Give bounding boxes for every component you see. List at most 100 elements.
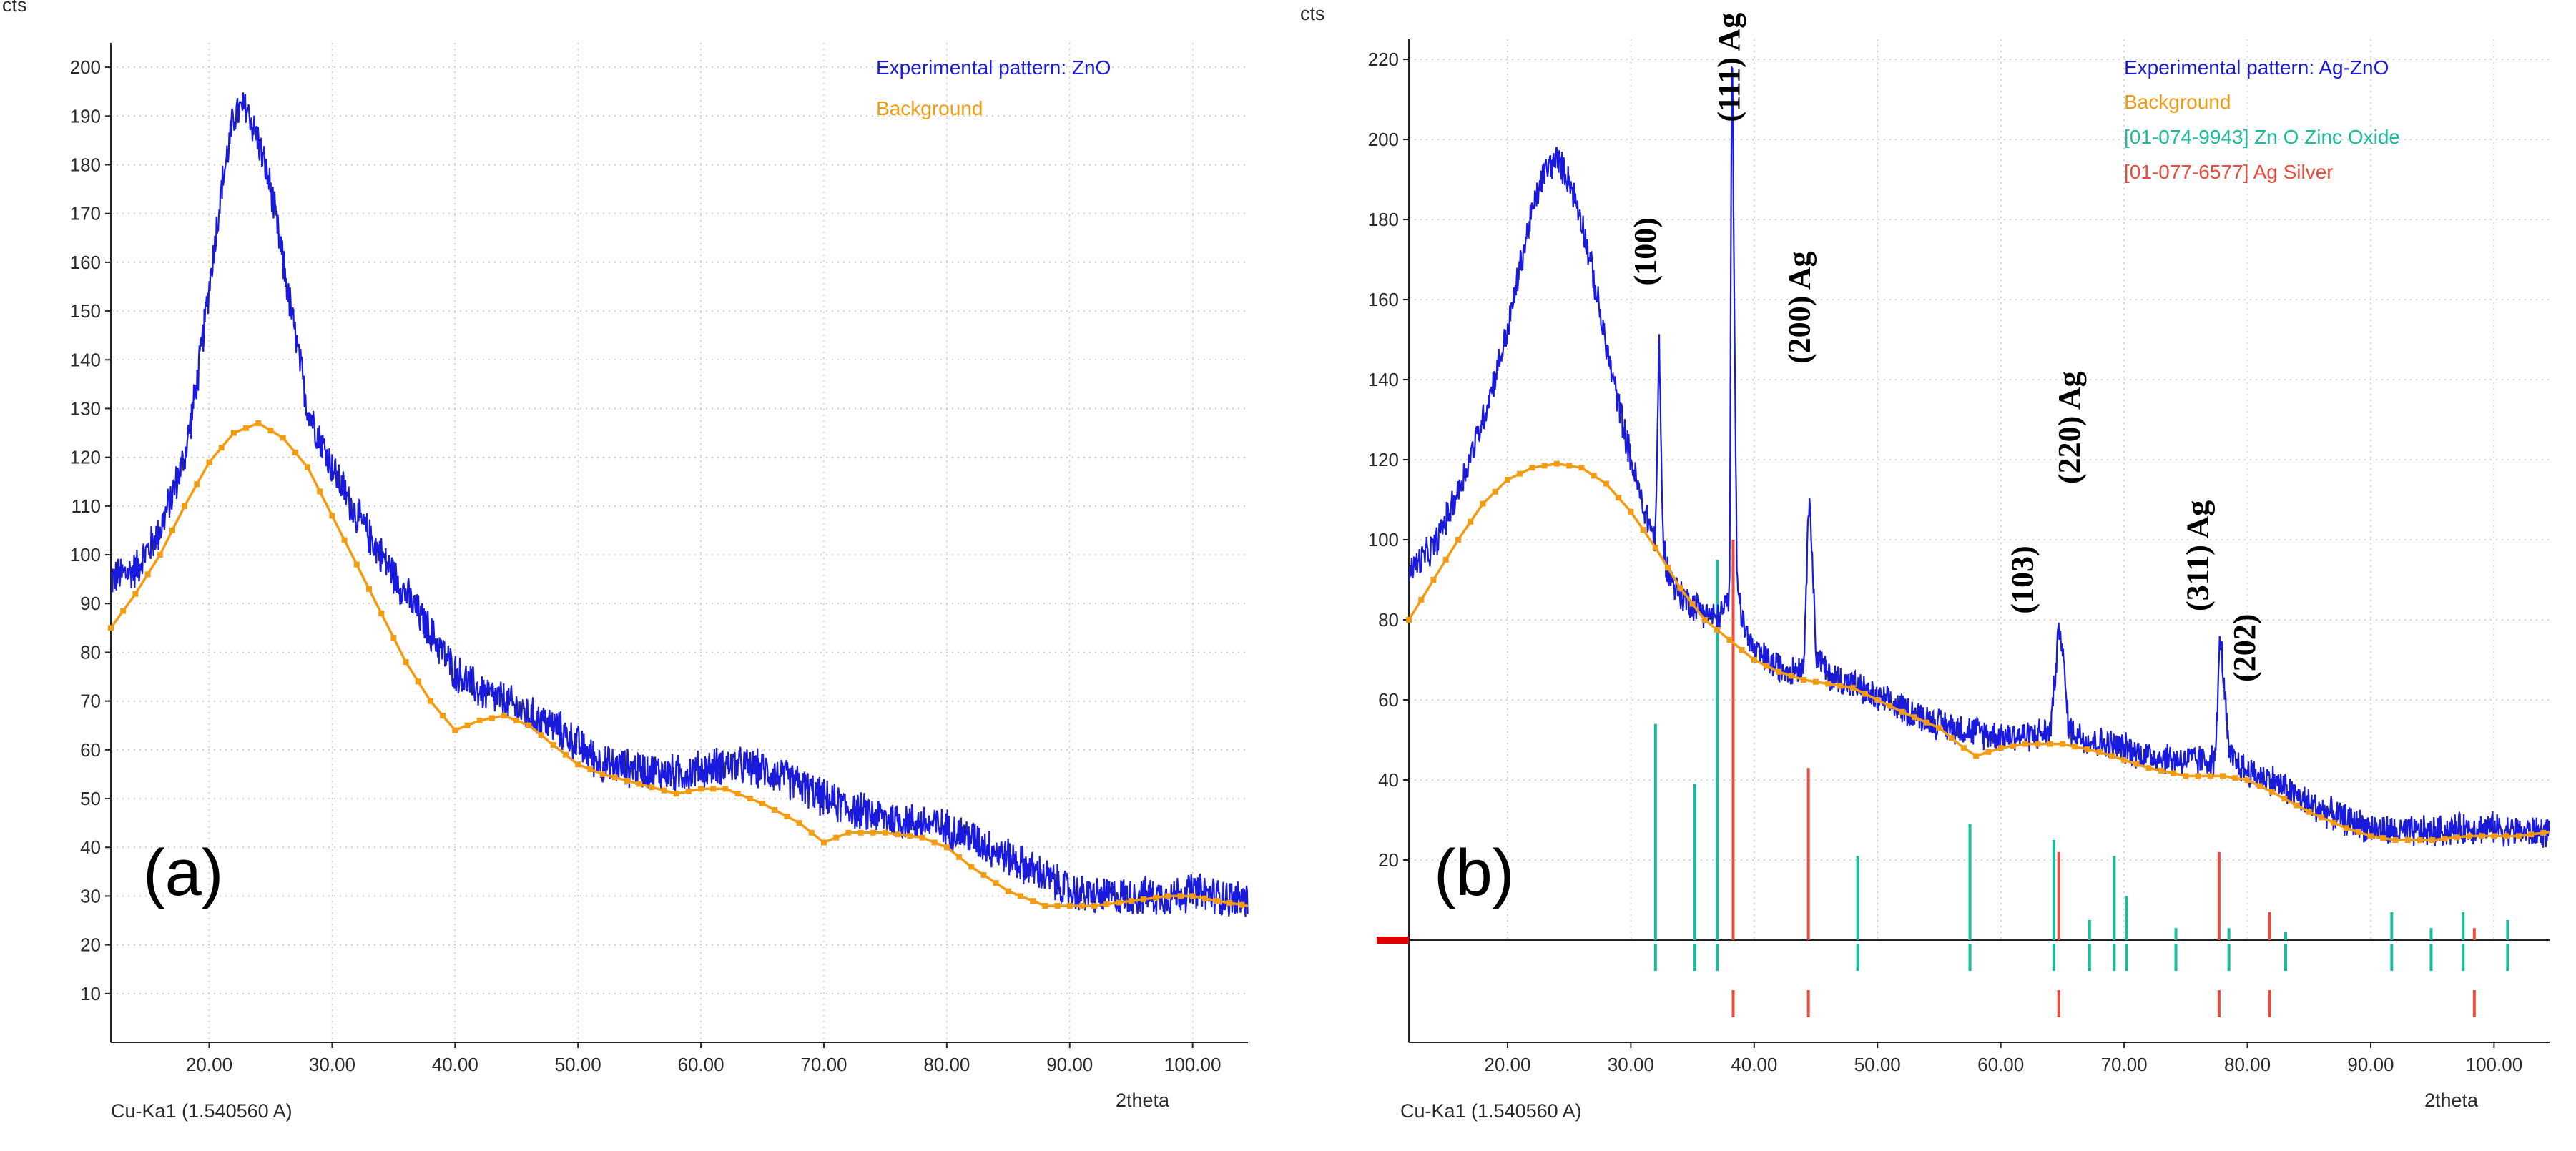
background-point <box>2096 749 2103 755</box>
background-point <box>820 839 827 846</box>
background-point <box>378 610 385 616</box>
panel-a-y-tick-label: 140 <box>70 349 101 370</box>
panel-a-legend-experimental: Experimental pattern: ZnO <box>876 56 1111 79</box>
background-point <box>636 781 643 787</box>
background-point <box>1480 500 1486 507</box>
panel-b-y-tick-label: 120 <box>1368 449 1399 470</box>
background-point <box>587 766 594 773</box>
background-point <box>882 829 888 836</box>
background-point <box>538 732 544 738</box>
background-point <box>907 833 913 839</box>
background-point <box>747 796 753 802</box>
background-point <box>2244 777 2251 783</box>
panel-b-label: (b) <box>1434 836 1514 909</box>
panel-a-y-tick-label: 200 <box>70 56 101 78</box>
panel-b-legend-experimental: Experimental pattern: Ag-ZnO <box>2124 56 2389 79</box>
background-point <box>1468 518 1474 525</box>
background-point <box>2306 809 2312 815</box>
peak-annotation: (111) Ag <box>1711 13 1746 122</box>
background-point <box>550 742 556 749</box>
background-point <box>943 844 950 851</box>
panel-a-x-tick-label: 80.00 <box>923 1054 970 1075</box>
panel-b-x-tick-label: 50.00 <box>1854 1054 1901 1075</box>
panel-a-y-tick-label: 50 <box>80 788 101 809</box>
background-point <box>2503 833 2509 839</box>
background-point <box>2355 829 2361 835</box>
background-point <box>661 787 667 794</box>
panel-a-y-tick-label: 190 <box>70 105 101 127</box>
background-point <box>1018 893 1023 899</box>
panel-b-x-tick-label: 70.00 <box>2101 1054 2148 1075</box>
background-point <box>2319 814 2324 821</box>
peak-annotation: (220) Ag <box>2052 371 2087 484</box>
panel-b-y-tick-label: 160 <box>1368 289 1399 310</box>
panel-a-series <box>108 92 1249 917</box>
background-point <box>108 625 114 631</box>
background-point <box>919 834 925 841</box>
background-point <box>1566 463 1573 469</box>
series-line-experimental <box>110 92 1249 917</box>
background-point <box>1813 678 1819 685</box>
background-point <box>1030 898 1036 904</box>
background-point <box>1776 668 1782 675</box>
background-point <box>280 435 286 441</box>
panel-a-y-tick-label: 80 <box>80 641 101 663</box>
background-point <box>365 586 372 592</box>
panel-a-label: (a) <box>143 836 223 909</box>
panel-b-x-tick-label: 90.00 <box>2347 1054 2394 1075</box>
background-point <box>1116 899 1122 906</box>
background-point <box>194 481 200 488</box>
background-point <box>305 464 311 470</box>
background-point <box>870 829 876 836</box>
panel-b-series <box>1406 65 2550 848</box>
panel-b: cts 20 40 60 80 100 120 140 160 180 200 220 20.00 3… <box>1300 3 2550 1122</box>
panel-a-y-tick-label: 90 <box>80 593 101 614</box>
panel-a-y-ticks: 10 20 30 40 50 60 70 80 90 100 110 120 130 140 150 160 1… <box>70 56 111 1004</box>
background-point <box>857 829 864 836</box>
background-point <box>1701 617 1708 623</box>
background-point <box>2491 833 2497 839</box>
panel-b-y-tick-label: 180 <box>1368 209 1399 230</box>
background-markers <box>108 420 1245 909</box>
background-point <box>1430 577 1437 583</box>
background-point <box>206 459 212 465</box>
panel-a-x-tick-label: 100.00 <box>1164 1054 1221 1075</box>
background-point <box>2540 829 2547 836</box>
background-point <box>1529 465 1535 471</box>
background-point <box>685 788 692 794</box>
background-point <box>1492 488 1498 495</box>
peak-annotation: (100) <box>1628 217 1663 285</box>
background-point <box>1214 898 1221 904</box>
background-point <box>1997 745 2004 751</box>
background-point <box>1985 749 1992 755</box>
background-point <box>698 786 704 792</box>
background-point <box>255 420 262 426</box>
background-point <box>1616 495 1622 501</box>
panel-b-legend-zno: [01-074-9943] Zn O Zinc Oxide <box>2124 126 2400 148</box>
background-point <box>1239 901 1245 908</box>
panel-b-x-tick-label: 20.00 <box>1484 1054 1530 1075</box>
background-point <box>2442 836 2448 842</box>
background-point <box>1689 601 1696 607</box>
background-point <box>452 727 458 733</box>
panel-b-legend-ag: [01-077-6577] Ag Silver <box>2124 161 2334 183</box>
background-point <box>759 800 766 806</box>
background-point <box>833 834 840 841</box>
background-point <box>1973 753 1980 759</box>
background-point <box>1128 898 1134 904</box>
panel-a-y-unit: cts <box>2 0 27 16</box>
background-point <box>1578 465 1585 471</box>
panel-b-x-label: 2theta <box>2424 1090 2479 1111</box>
background-point <box>390 634 397 641</box>
background-point <box>2367 833 2374 839</box>
panel-a-y-tick-label: 130 <box>70 397 101 419</box>
background-point <box>1751 657 1757 663</box>
background-point <box>1788 673 1794 679</box>
panel-b-y-tick-label: 200 <box>1368 129 1399 150</box>
background-point <box>796 820 802 826</box>
background-point <box>403 659 409 666</box>
background-point <box>1201 895 1208 901</box>
peak-annotation: (202) <box>2227 614 2262 682</box>
background-point <box>157 552 163 558</box>
background-point <box>2380 835 2386 841</box>
